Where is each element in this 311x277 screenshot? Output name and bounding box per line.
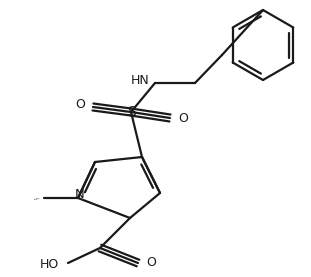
Text: HN: HN xyxy=(131,73,150,86)
Text: N: N xyxy=(75,189,85,201)
Text: S: S xyxy=(127,105,135,119)
Text: methyl: methyl xyxy=(35,198,40,199)
Text: O: O xyxy=(178,112,188,124)
Text: O: O xyxy=(146,257,156,270)
Text: HO: HO xyxy=(40,258,59,271)
Text: methyl: methyl xyxy=(34,198,39,200)
Text: O: O xyxy=(75,99,85,112)
